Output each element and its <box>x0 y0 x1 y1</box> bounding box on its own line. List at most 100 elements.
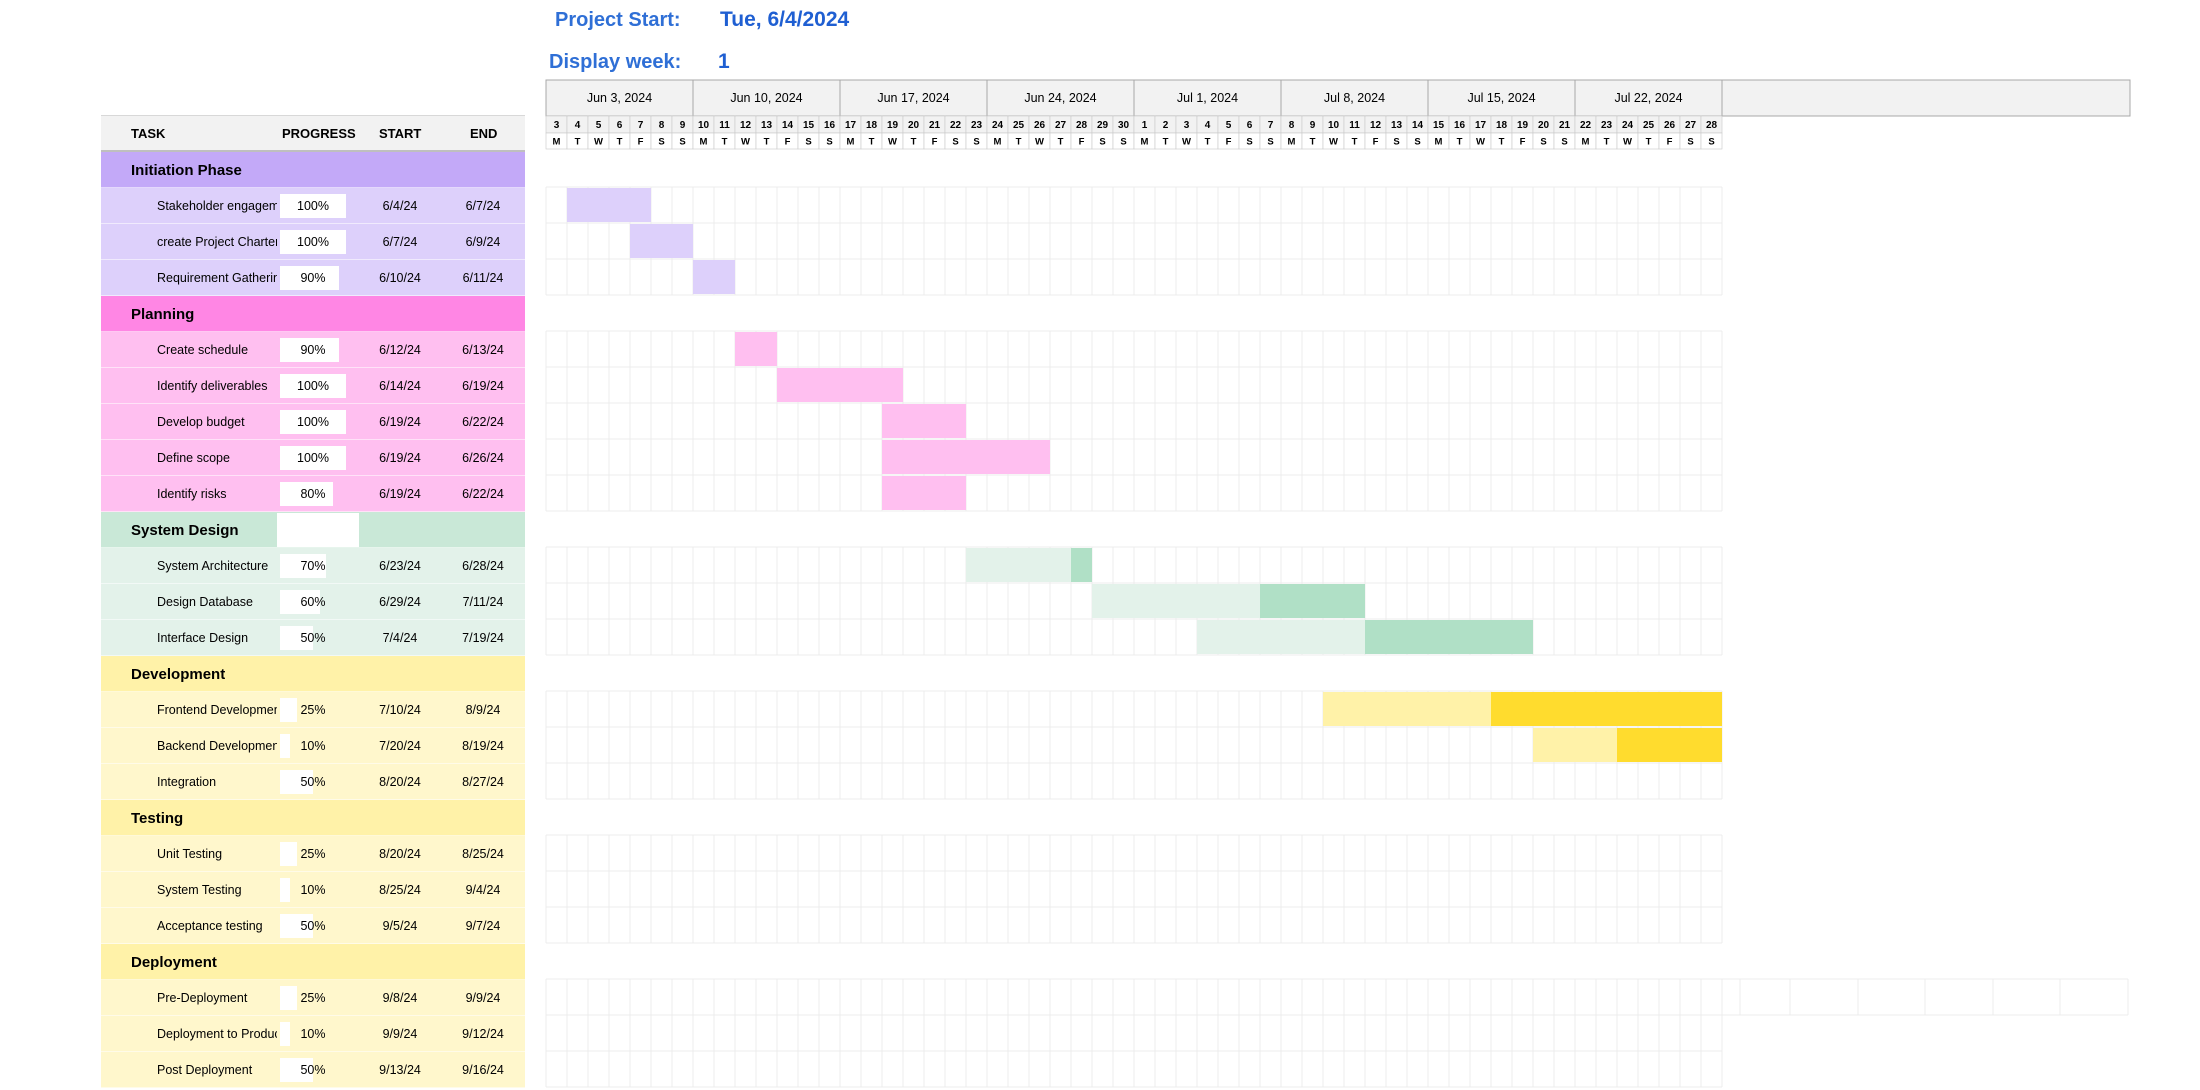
task-start[interactable]: 6/19/24 <box>379 415 421 429</box>
task-start[interactable]: 6/14/24 <box>379 379 421 393</box>
task-start[interactable]: 9/13/24 <box>379 1063 421 1077</box>
task-progress[interactable]: 70% <box>300 559 326 573</box>
task-start[interactable]: 6/4/24 <box>382 199 418 213</box>
task-name[interactable]: Frontend Development <box>157 703 277 717</box>
task-end[interactable]: 9/4/24 <box>465 883 501 897</box>
task-progress[interactable]: 25% <box>300 991 326 1005</box>
task-start[interactable]: 9/9/24 <box>382 1027 418 1041</box>
task-row[interactable]: Backend Development 10% 7/20/24 8/19/24 <box>101 728 525 764</box>
task-row[interactable]: Develop budget 100% 6/19/24 6/22/24 <box>101 404 525 440</box>
task-row[interactable]: System Testing 10% 8/25/24 9/4/24 <box>101 872 525 908</box>
task-row[interactable]: Design Database 60% 6/29/24 7/11/24 <box>101 584 525 620</box>
task-start[interactable]: 6/12/24 <box>379 343 421 357</box>
task-end[interactable]: 8/25/24 <box>462 847 504 861</box>
task-name[interactable]: Identify deliverables <box>157 379 268 393</box>
task-name[interactable]: System Testing <box>157 883 242 897</box>
task-progress[interactable]: 100% <box>297 235 329 249</box>
task-start[interactable]: 7/20/24 <box>379 739 421 753</box>
task-progress[interactable]: 50% <box>300 919 326 933</box>
task-name[interactable]: create Project Charter <box>157 235 277 249</box>
task-end[interactable]: 6/22/24 <box>462 415 504 429</box>
task-row[interactable]: Identify deliverables 100% 6/14/24 6/19/24 <box>101 368 525 404</box>
task-progress[interactable]: 100% <box>297 199 329 213</box>
task-name[interactable]: Interface Design <box>157 631 249 645</box>
task-start[interactable]: 8/20/24 <box>379 775 421 789</box>
task-name[interactable]: Requirement Gathering <box>157 271 277 285</box>
task-row[interactable]: Unit Testing 25% 8/20/24 8/25/24 <box>101 836 525 872</box>
task-progress[interactable]: 10% <box>300 739 326 753</box>
task-progress[interactable]: 50% <box>300 775 326 789</box>
task-start[interactable]: 8/20/24 <box>379 847 421 861</box>
task-row[interactable]: Pre-Deployment 25% 9/8/24 9/9/24 <box>101 980 525 1016</box>
task-start[interactable]: 6/19/24 <box>379 487 421 501</box>
task-row[interactable]: System Architecture 70% 6/23/24 6/28/24 <box>101 548 525 584</box>
task-end[interactable]: 6/11/24 <box>462 271 504 285</box>
task-start[interactable]: 9/5/24 <box>382 919 418 933</box>
task-end[interactable]: 8/27/24 <box>462 775 504 789</box>
task-name[interactable]: Acceptance testing <box>157 919 263 933</box>
task-name[interactable]: Deployment to Production <box>157 1027 277 1041</box>
display-week-value[interactable]: 1 <box>718 50 730 73</box>
task-name[interactable]: Develop budget <box>157 415 245 429</box>
task-name[interactable]: Backend Development <box>157 739 277 753</box>
task-end[interactable]: 6/26/24 <box>462 451 504 465</box>
task-row[interactable]: Interface Design 50% 7/4/24 7/19/24 <box>101 620 525 656</box>
task-progress[interactable]: 90% <box>300 271 326 285</box>
task-row[interactable]: Integration 50% 8/20/24 8/27/24 <box>101 764 525 800</box>
task-end[interactable]: 6/13/24 <box>462 343 504 357</box>
task-end[interactable]: 6/22/24 <box>462 487 504 501</box>
task-start[interactable]: 8/25/24 <box>379 883 421 897</box>
task-start[interactable]: 9/8/24 <box>382 991 418 1005</box>
task-name[interactable]: Pre-Deployment <box>157 991 248 1005</box>
task-row[interactable]: Identify risks 80% 6/19/24 6/22/24 <box>101 476 525 512</box>
task-row[interactable]: create Project Charter 100% 6/7/24 6/9/24 <box>101 224 525 260</box>
task-row[interactable]: Define scope 100% 6/19/24 6/26/24 <box>101 440 525 476</box>
task-name[interactable]: Integration <box>157 775 217 789</box>
task-start[interactable]: 7/10/24 <box>379 703 421 717</box>
project-start-value[interactable]: Tue, 6/4/2024 <box>720 8 850 31</box>
task-name[interactable]: Design Database <box>157 595 253 609</box>
task-progress[interactable]: 50% <box>300 1063 326 1077</box>
task-start[interactable]: 6/23/24 <box>379 559 421 573</box>
task-end[interactable]: 8/19/24 <box>462 739 504 753</box>
task-end[interactable]: 9/9/24 <box>465 991 501 1005</box>
task-row[interactable]: Post Deployment 50% 9/13/24 9/16/24 <box>101 1052 525 1088</box>
task-progress[interactable]: 50% <box>300 631 326 645</box>
task-name[interactable]: Post Deployment <box>157 1063 253 1077</box>
task-progress[interactable]: 60% <box>300 595 326 609</box>
task-row[interactable]: Stakeholder engagement 100% 6/4/24 6/7/24 <box>101 188 525 224</box>
task-end[interactable]: 9/12/24 <box>462 1027 504 1041</box>
task-start[interactable]: 7/4/24 <box>382 631 418 645</box>
task-start[interactable]: 6/29/24 <box>379 595 421 609</box>
task-start[interactable]: 6/7/24 <box>382 235 418 249</box>
task-start[interactable]: 6/19/24 <box>379 451 421 465</box>
task-end[interactable]: 7/19/24 <box>462 631 504 645</box>
task-start[interactable]: 6/10/24 <box>379 271 421 285</box>
task-end[interactable]: 6/7/24 <box>465 199 501 213</box>
task-end[interactable]: 7/11/24 <box>462 595 504 609</box>
task-end[interactable]: 6/9/24 <box>465 235 501 249</box>
task-progress[interactable]: 10% <box>300 883 326 897</box>
task-row[interactable]: Create schedule 90% 6/12/24 6/13/24 <box>101 332 525 368</box>
task-progress[interactable]: 10% <box>300 1027 326 1041</box>
task-row[interactable]: Acceptance testing 50% 9/5/24 9/7/24 <box>101 908 525 944</box>
task-end[interactable]: 6/19/24 <box>462 379 504 393</box>
task-progress[interactable]: 100% <box>297 415 329 429</box>
task-progress[interactable]: 90% <box>300 343 326 357</box>
task-name[interactable]: Unit Testing <box>157 847 223 861</box>
task-end[interactable]: 8/9/24 <box>465 703 501 717</box>
task-name[interactable]: Create schedule <box>157 343 249 357</box>
task-end[interactable]: 9/7/24 <box>465 919 501 933</box>
task-name[interactable]: Define scope <box>157 451 230 465</box>
task-row[interactable]: Deployment to Production 10% 9/9/24 9/12/24 <box>101 1016 525 1052</box>
task-progress[interactable]: 80% <box>300 487 326 501</box>
task-name[interactable]: System Architecture <box>157 559 269 573</box>
task-row[interactable]: Frontend Development 25% 7/10/24 8/9/24 <box>101 692 525 728</box>
task-end[interactable]: 9/16/24 <box>462 1063 504 1077</box>
task-progress[interactable]: 100% <box>297 379 329 393</box>
task-name[interactable]: Identify risks <box>157 487 227 501</box>
task-name[interactable]: Stakeholder engagement <box>157 199 277 213</box>
task-progress[interactable]: 100% <box>297 451 329 465</box>
task-progress[interactable]: 25% <box>300 847 326 861</box>
task-progress[interactable]: 25% <box>300 703 326 717</box>
